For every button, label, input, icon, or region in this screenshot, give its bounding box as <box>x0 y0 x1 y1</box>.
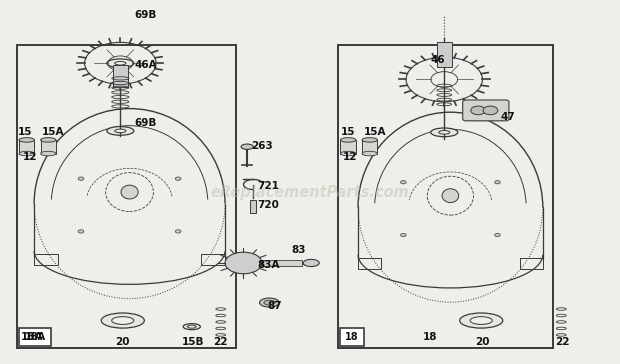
Circle shape <box>495 181 500 184</box>
Circle shape <box>483 106 498 115</box>
Text: 15: 15 <box>18 127 33 136</box>
Ellipse shape <box>107 127 134 135</box>
Text: 22: 22 <box>556 337 570 347</box>
Bar <box>262 260 302 266</box>
Text: 69B: 69B <box>135 118 157 128</box>
Bar <box>17 45 236 348</box>
Bar <box>19 140 35 154</box>
Ellipse shape <box>107 59 134 68</box>
Text: 15: 15 <box>341 127 355 136</box>
Text: 83: 83 <box>291 245 306 256</box>
Bar <box>250 200 257 213</box>
Text: 15A: 15A <box>364 127 386 136</box>
Text: 12: 12 <box>22 152 37 162</box>
Ellipse shape <box>241 144 254 150</box>
Bar <box>338 45 553 348</box>
Text: 18: 18 <box>423 332 437 342</box>
Ellipse shape <box>112 317 134 324</box>
Text: 15A: 15A <box>42 127 64 136</box>
Ellipse shape <box>260 298 279 307</box>
Bar <box>340 140 356 154</box>
Bar <box>520 258 542 269</box>
Bar <box>340 328 364 346</box>
Circle shape <box>175 177 181 180</box>
Ellipse shape <box>362 151 378 156</box>
Text: 22: 22 <box>213 337 228 347</box>
Text: 720: 720 <box>258 201 280 210</box>
Ellipse shape <box>340 151 356 156</box>
Text: 20: 20 <box>475 337 490 347</box>
Ellipse shape <box>101 313 144 328</box>
FancyBboxPatch shape <box>463 100 509 121</box>
Ellipse shape <box>115 129 126 133</box>
Text: 47: 47 <box>501 112 516 122</box>
Bar <box>201 254 225 265</box>
Circle shape <box>471 106 485 115</box>
Bar <box>34 254 58 265</box>
Text: 18A: 18A <box>25 332 46 342</box>
Ellipse shape <box>19 151 35 156</box>
Ellipse shape <box>40 151 56 156</box>
Text: 20: 20 <box>115 337 130 347</box>
Ellipse shape <box>470 317 492 324</box>
Ellipse shape <box>362 138 378 142</box>
Circle shape <box>495 233 500 237</box>
Ellipse shape <box>431 128 458 137</box>
Circle shape <box>401 233 406 237</box>
Circle shape <box>78 177 84 180</box>
Ellipse shape <box>303 260 319 266</box>
Text: 15B: 15B <box>182 337 204 347</box>
Text: 721: 721 <box>258 181 280 191</box>
Ellipse shape <box>19 138 35 142</box>
Circle shape <box>78 230 84 233</box>
Ellipse shape <box>459 313 503 328</box>
Text: 69B: 69B <box>135 10 157 20</box>
Ellipse shape <box>121 185 138 199</box>
Bar <box>19 328 51 346</box>
Text: 18: 18 <box>345 332 359 342</box>
Ellipse shape <box>264 300 275 305</box>
Text: 83A: 83A <box>258 260 280 270</box>
Bar <box>113 65 128 87</box>
Bar <box>437 41 451 67</box>
Ellipse shape <box>439 131 450 134</box>
Text: 46A: 46A <box>135 60 157 70</box>
Bar <box>362 140 378 154</box>
Ellipse shape <box>187 325 196 328</box>
Text: 263: 263 <box>252 141 273 151</box>
Ellipse shape <box>115 62 126 65</box>
Text: 12: 12 <box>343 152 357 162</box>
Ellipse shape <box>442 189 459 203</box>
Bar <box>40 140 56 154</box>
Circle shape <box>175 230 181 233</box>
Text: 18A: 18A <box>20 332 43 342</box>
Ellipse shape <box>40 138 56 142</box>
Text: 46: 46 <box>430 55 445 65</box>
Ellipse shape <box>183 324 200 330</box>
Text: eReplacementParts.com: eReplacementParts.com <box>211 185 409 200</box>
Text: 87: 87 <box>267 301 281 311</box>
Ellipse shape <box>340 138 356 142</box>
Bar <box>358 258 381 269</box>
Circle shape <box>401 181 406 184</box>
Circle shape <box>225 252 262 274</box>
